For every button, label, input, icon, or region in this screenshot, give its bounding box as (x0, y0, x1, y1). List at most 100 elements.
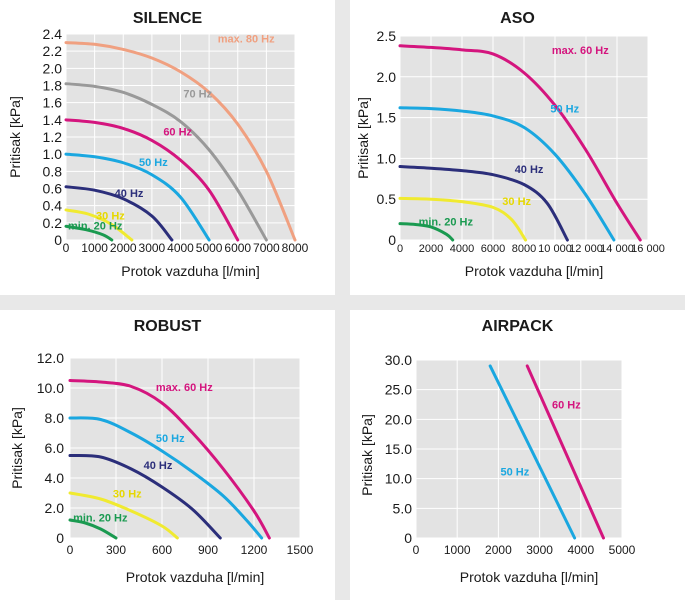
series-label: min. 20 Hz (73, 513, 128, 525)
x-tick-label: 0 (397, 243, 403, 255)
y-tick-label: 2.0 (43, 60, 63, 76)
y-tick-label: 0.5 (377, 191, 397, 207)
y-tick-label: 2.0 (377, 69, 397, 85)
x-axis-label: Protok vazduha [l/min] (460, 569, 599, 585)
chart-title: ASO (500, 10, 535, 27)
x-tick-label: 900 (198, 543, 218, 557)
y-tick-label: 15.0 (385, 441, 412, 457)
x-tick-label: 2000 (110, 241, 137, 255)
x-tick-label: 8000 (282, 241, 309, 255)
series-line (525, 364, 605, 540)
series-line (398, 44, 642, 242)
series-label: 40 Hz (115, 188, 144, 200)
series-line (64, 118, 240, 242)
y-tick-label: 0.2 (43, 215, 63, 231)
x-tick-label: 1500 (287, 543, 314, 557)
x-tick-label: 6000 (481, 243, 505, 255)
y-tick-label: 1.4 (43, 112, 63, 128)
y-tick-label: 12.0 (37, 350, 64, 366)
y-tick-label: 0 (56, 530, 64, 546)
x-tick-label: 0 (67, 543, 74, 557)
x-tick-label: 1000 (81, 241, 108, 255)
series-label: 60 Hz (163, 126, 192, 138)
series-label: 40 Hz (144, 460, 173, 472)
series-line (488, 364, 577, 540)
series-line (64, 82, 268, 242)
y-tick-label: 30.0 (385, 352, 412, 368)
y-tick-label: 4.0 (45, 470, 65, 486)
x-tick-label: 0 (413, 543, 420, 557)
series-label: min. 20 Hz (419, 216, 474, 228)
series-line (64, 185, 174, 242)
series-label: 50 Hz (156, 433, 185, 445)
chart-airpack: 0 1000 2000 3000 4000 5000 0 5.0 10.0 15.0 20.0 25.… (359, 352, 636, 585)
chart-panel-aso: ASO 0 2000 4000 6000 8000 10 000 12 000 14 000 1… (350, 0, 685, 295)
series-label: 60 Hz (552, 400, 581, 412)
y-tick-label: 0 (54, 232, 62, 248)
chart-panel-silence: SILENCE 0 1000 2000 3000 4000 5000 6000 7000 800… (0, 0, 335, 295)
chart-title: AIRPACK (481, 318, 554, 335)
x-tick-label: 4000 (167, 241, 194, 255)
chart-panel-airpack: AIRPACK 0 1000 2000 3000 4000 5000 0 5.0 10.0 15.… (350, 310, 685, 600)
x-tick-label: 7000 (253, 241, 280, 255)
y-tick-label: 0.6 (43, 181, 63, 197)
series-line (398, 196, 528, 242)
y-tick-label: 2.2 (43, 43, 63, 59)
x-tick-label: 1000 (444, 543, 471, 557)
x-tick-label: 16 000 (631, 243, 665, 255)
y-tick-label: 6.0 (45, 440, 65, 456)
series-label: 30 Hz (96, 210, 125, 222)
y-tick-label: 20.0 (385, 411, 412, 427)
series-label: max. 80 Hz (218, 34, 275, 46)
x-tick-label: 2000 (485, 543, 512, 557)
y-tick-label: 2.0 (45, 500, 65, 516)
y-tick-label: 5.0 (393, 500, 413, 516)
y-axis-label: Pritisak [kPa] (355, 97, 371, 179)
chart-silence: 0 1000 2000 3000 4000 5000 6000 7000 8000 00.20.4… (7, 26, 309, 279)
series-line (68, 379, 271, 540)
chart-panel-robust: ROBUST 0 300 600 900 1200 1500 0 2.0 4.0 6.0 8.0 10… (0, 310, 335, 600)
x-axis-label: Protok vazduha [l/min] (465, 263, 604, 279)
x-tick-label: 600 (152, 543, 172, 557)
x-tick-label: 6000 (224, 241, 251, 255)
x-tick-label: 1200 (241, 543, 268, 557)
y-tick-label: 10.0 (37, 380, 64, 396)
y-tick-label: 1.6 (43, 95, 63, 111)
x-tick-label: 0 (63, 241, 70, 255)
x-tick-label: 5000 (609, 543, 636, 557)
x-tick-label: 14 000 (600, 243, 634, 255)
series-label: 30 Hz (113, 489, 142, 501)
y-tick-label: 8.0 (45, 410, 65, 426)
y-tick-label: 0 (388, 232, 396, 248)
series-line (68, 491, 179, 540)
y-axis-label: Pritisak [kPa] (9, 407, 25, 489)
x-tick-label: 4000 (567, 543, 594, 557)
x-tick-label: 10 000 (538, 243, 572, 255)
chart-title: ROBUST (133, 318, 202, 335)
series-label: 50 Hz (139, 157, 168, 169)
series-label: max. 60 Hz (552, 45, 609, 57)
series-line (64, 208, 134, 242)
x-tick-label: 5000 (196, 241, 223, 255)
series-line (68, 453, 222, 540)
y-tick-label: 1.0 (43, 146, 63, 162)
series-line (398, 106, 616, 242)
y-axis-label: Pritisak [kPa] (359, 414, 375, 496)
x-tick-label: 300 (106, 543, 126, 557)
series-label: 50 Hz (550, 104, 579, 116)
series-line (398, 165, 569, 242)
y-tick-label: 1.5 (377, 110, 397, 126)
y-tick-label: 25.0 (385, 382, 412, 398)
y-tick-label: 0 (404, 530, 412, 546)
series-label: max. 60 Hz (156, 382, 213, 394)
x-tick-label: 3000 (526, 543, 553, 557)
x-axis-label: Protok vazduha [l/min] (126, 569, 265, 585)
x-axis-label: Protok vazduha [l/min] (121, 263, 260, 279)
x-tick-label: 8000 (512, 243, 536, 255)
series-label: 70 Hz (183, 89, 212, 101)
series-label: 30 Hz (502, 196, 531, 208)
y-tick-label: 10.0 (385, 471, 412, 487)
x-tick-label: 3000 (139, 241, 166, 255)
series-line (64, 152, 211, 242)
